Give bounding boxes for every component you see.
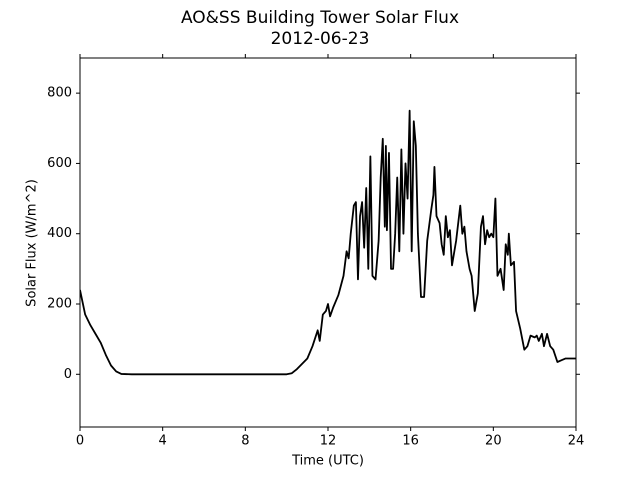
x-axis-label: Time (UTC) [291, 454, 364, 469]
x-tick-label: 16 [402, 434, 419, 449]
chart-title: AO&SS Building Tower Solar Flux [181, 8, 459, 28]
x-tick-label: 8 [241, 434, 249, 449]
plot-frame [79, 57, 577, 428]
y-tick-label: 600 [47, 156, 72, 171]
chart-subtitle: 2012-06-23 [271, 29, 370, 49]
x-tick-label: 20 [485, 434, 502, 449]
y-tick-label: 400 [47, 226, 72, 241]
x-tick-label: 24 [568, 434, 585, 449]
x-tick-label: 0 [76, 434, 84, 449]
x-tick-label: 4 [159, 434, 167, 449]
y-tick-label: 0 [64, 367, 72, 382]
y-tick-label: 200 [47, 297, 72, 312]
data-line [80, 109, 576, 376]
x-tick-label: 12 [320, 434, 337, 449]
y-tick-label: 800 [47, 86, 72, 101]
y-axis-label: Solar Flux (W/m^2) [25, 179, 40, 307]
